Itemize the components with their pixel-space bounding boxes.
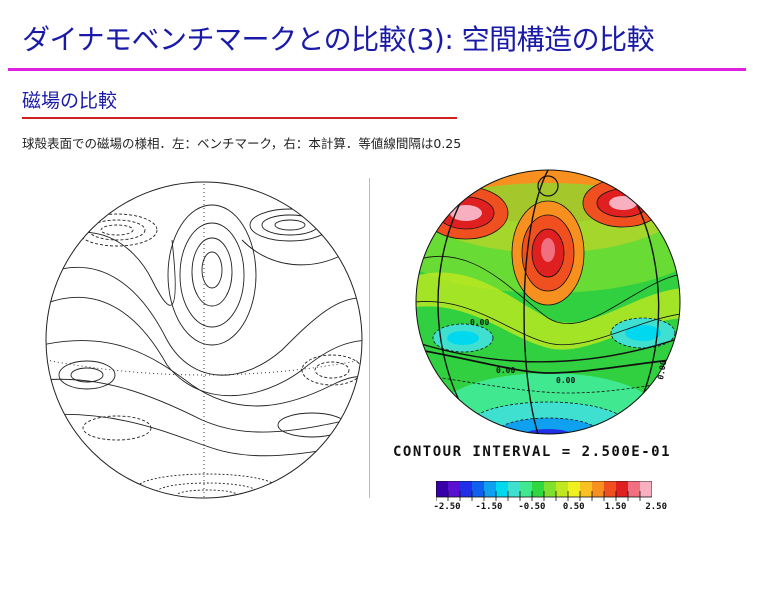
colorbar-tick: -2.50 (433, 502, 461, 512)
colorbar (436, 481, 652, 501)
panel-divider (369, 178, 370, 498)
title-underline (8, 68, 746, 71)
colorbar-swatch (604, 481, 617, 497)
colorbar-swatch (448, 481, 461, 497)
colorbar-swatch (616, 481, 629, 497)
figure-caption: 球殻表面での磁場の様相．左：ベンチマーク，右：本計算．等値線間隔は0.25 (22, 136, 462, 151)
colorbar-tick: -1.50 (475, 502, 503, 512)
colorbar-tick-labels: -2.50 -1.50 -0.50 0.50 1.50 2.50 (420, 502, 668, 516)
benchmark-sphere-plot (45, 181, 363, 499)
colorbar-swatch (436, 481, 449, 497)
contour-label: 0.00 (656, 360, 668, 381)
colorbar-swatch (580, 481, 593, 497)
colorbar-swatch (568, 481, 581, 497)
colorbar-swatch (640, 481, 652, 497)
contour-interval-label: CONTOUR INTERVAL = 2.500E-01 (393, 444, 672, 460)
colorbar-swatch (484, 481, 497, 497)
colorbar-swatch (472, 481, 485, 497)
colorbar-tick: -0.50 (518, 502, 546, 512)
colorbar-swatch (460, 481, 473, 497)
colorbar-swatch (592, 481, 605, 497)
colorbar-swatch (532, 481, 545, 497)
colorbar-swatch (508, 481, 521, 497)
colorbar-frame (436, 481, 652, 498)
page-title: ダイナモベンチマークとの比較(3): 空間構造の比較 (22, 23, 655, 56)
section-heading: 磁場の比較 (22, 90, 118, 112)
colorbar-swatch (556, 481, 569, 497)
colorbar-swatch (520, 481, 533, 497)
contour-label: 0.00 (470, 318, 489, 327)
section-underline (22, 117, 457, 119)
computed-sphere-plot: 0.00 0.00 0.00 0.00 (415, 169, 681, 435)
colorbar-swatch (544, 481, 557, 497)
contour-label: 0.00 (556, 376, 575, 385)
colorbar-tick: 0.50 (562, 502, 585, 512)
colorbar-tick: 1.50 (604, 502, 627, 512)
contour-label: 0.00 (496, 366, 515, 375)
colorbar-swatch (496, 481, 509, 497)
colorbar-tick: 2.50 (645, 502, 667, 512)
colorbar-swatch (628, 481, 641, 497)
